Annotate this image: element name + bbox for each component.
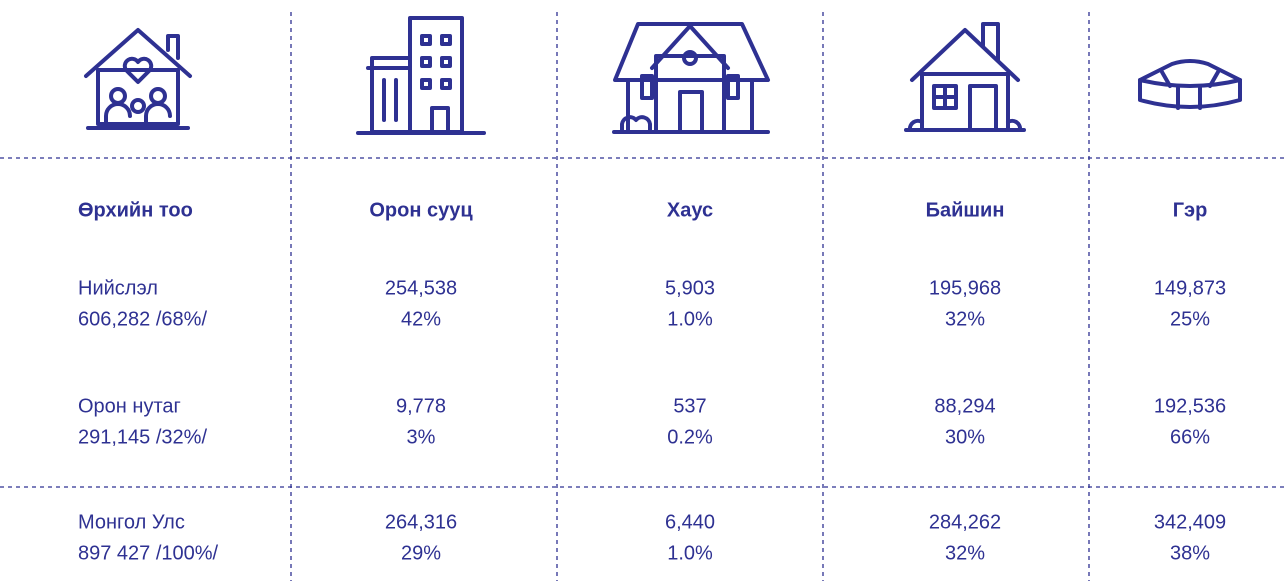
cell-value: 66%	[1170, 426, 1210, 448]
row-label: Орон нутаг	[78, 395, 181, 417]
cell-value: 342,409	[1154, 511, 1226, 533]
cell-value: 1.0%	[667, 542, 713, 564]
cell-value: 29%	[401, 542, 441, 564]
cell-value: 88,294	[934, 395, 995, 417]
cell-value: 5,903	[665, 277, 715, 299]
cell-value: 42%	[401, 308, 441, 330]
row-label: Монгол Улс	[78, 511, 185, 533]
column-header: Орон сууц	[369, 199, 473, 221]
cell-value: 32%	[945, 308, 985, 330]
cell-value: 9,778	[396, 395, 446, 417]
cell-value: 254,538	[385, 277, 457, 299]
icon-ger	[1138, 59, 1242, 110]
dividers	[0, 12, 1288, 581]
cell-value: 149,873	[1154, 277, 1226, 299]
row-label: 897 427 /100%/	[78, 542, 219, 564]
column-header: Өрхийн тоо	[78, 199, 193, 221]
column-header: Хаус	[667, 199, 713, 221]
cell-value: 195,968	[929, 277, 1001, 299]
icon-cabin	[904, 22, 1026, 132]
icon-apartment	[356, 16, 486, 135]
cell-value: 25%	[1170, 308, 1210, 330]
cell-value: 6,440	[665, 511, 715, 533]
cell-value: 537	[673, 395, 706, 417]
icon-household	[84, 28, 192, 130]
cell-value: 192,536	[1154, 395, 1226, 417]
icon-house	[612, 22, 770, 134]
cell-value: 32%	[945, 542, 985, 564]
cell-value: 38%	[1170, 542, 1210, 564]
cell-value: 284,262	[929, 511, 1001, 533]
cell-value: 0.2%	[667, 426, 713, 448]
column-header: Байшин	[926, 199, 1005, 221]
row-label: 606,282 /68%/	[78, 308, 207, 330]
row-label: Нийслэл	[78, 277, 158, 299]
column-header: Гэр	[1173, 199, 1208, 221]
cell-value: 30%	[945, 426, 985, 448]
cell-value: 3%	[407, 426, 436, 448]
row-label: 291,145 /32%/	[78, 426, 207, 448]
cell-value: 264,316	[385, 511, 457, 533]
cell-value: 1.0%	[667, 308, 713, 330]
